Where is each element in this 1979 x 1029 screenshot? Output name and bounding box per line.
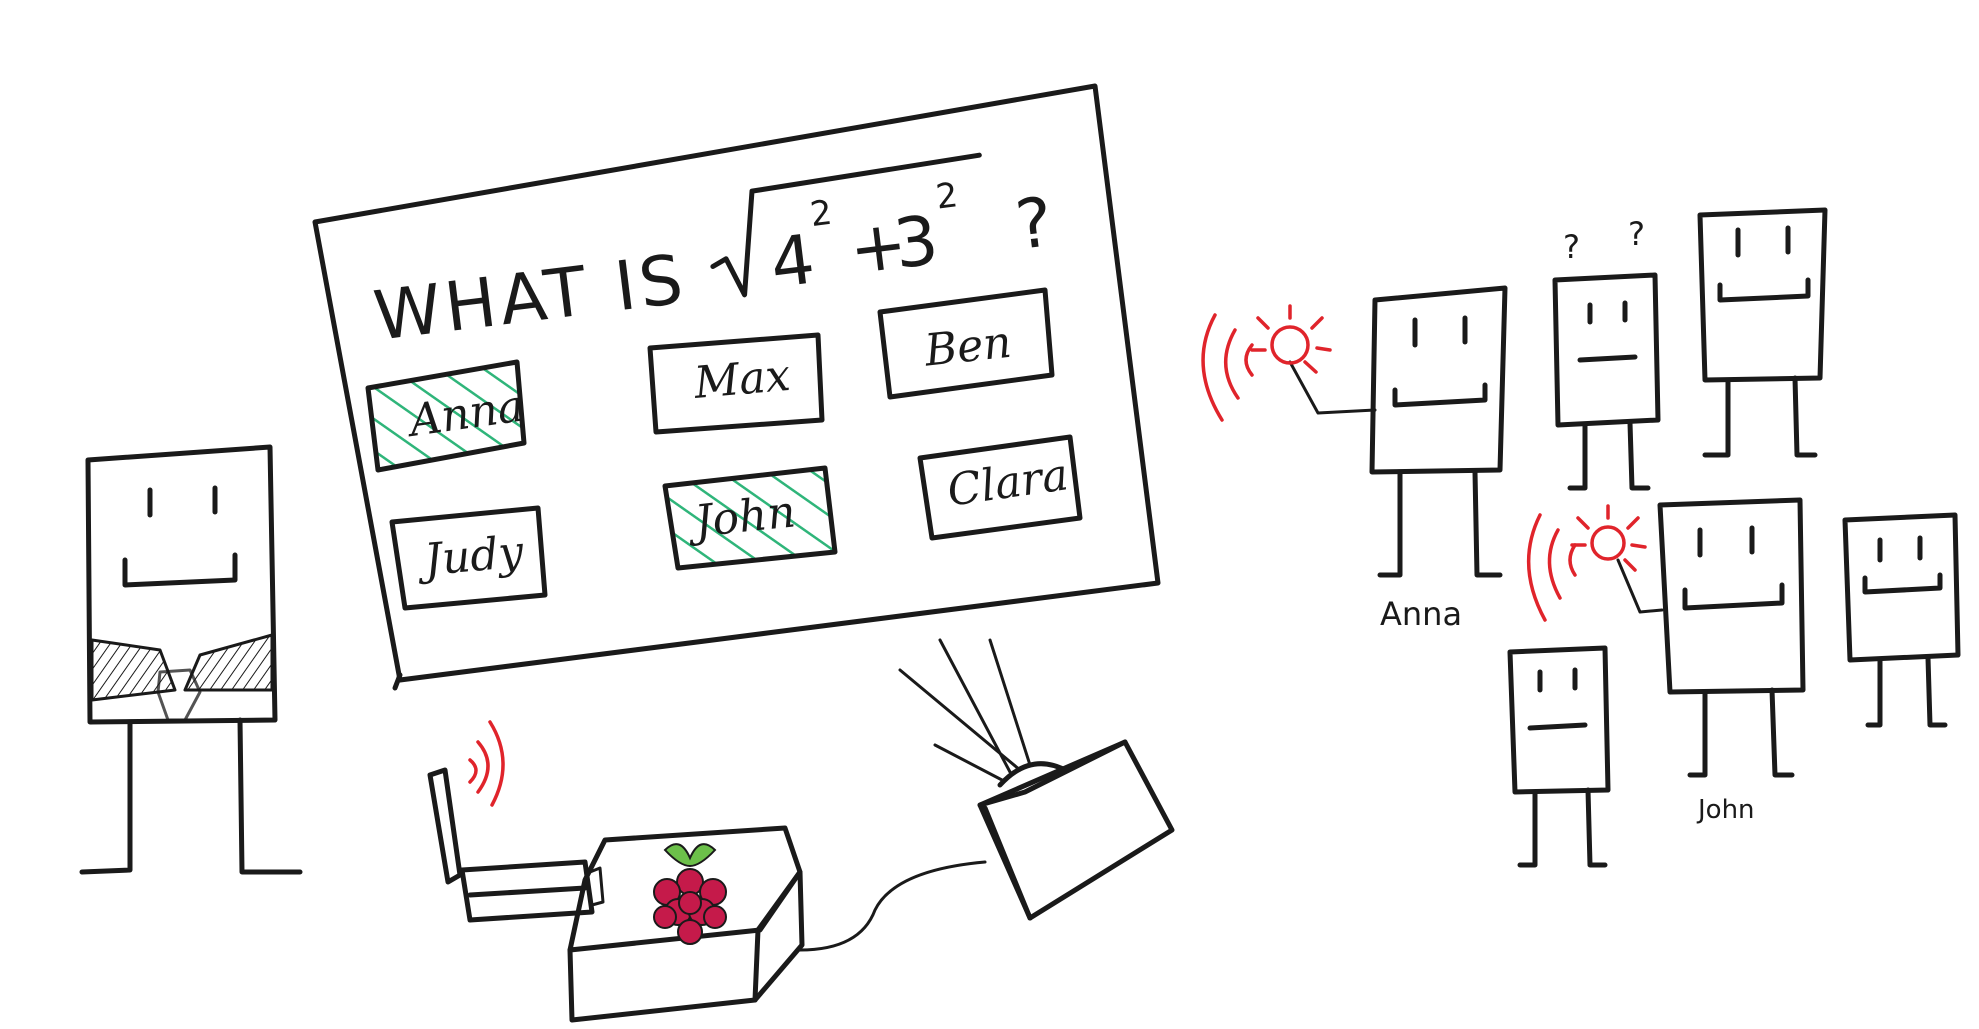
question-prefix: WHAT IS — [370, 240, 691, 357]
contestant-confused: ? ? — [1552, 215, 1661, 491]
contestant-top-right — [1697, 207, 1828, 458]
question-exponent-a: 2 — [808, 193, 834, 235]
quiz-host — [79, 444, 303, 875]
question-text: WHAT IS 4 2 + 3 2 ? — [370, 152, 1061, 357]
answer-label: Ben — [921, 317, 1014, 377]
question-mark: ? — [1011, 183, 1060, 266]
contestant-bottom — [1507, 645, 1611, 868]
answer-anna[interactable]: Anna — [365, 359, 527, 473]
raspberry-pi-icon — [653, 843, 727, 945]
answer-label: John — [684, 486, 798, 548]
answer-label: Max — [691, 350, 792, 409]
answer-label: Clara — [944, 449, 1071, 516]
question-exponent-b: 2 — [934, 175, 960, 217]
projector — [898, 638, 1175, 921]
radio-wave-icon — [468, 758, 478, 784]
answer-ben[interactable]: Ben — [877, 287, 1055, 400]
wifi-dongle — [427, 720, 605, 923]
answer-clara[interactable]: Clara — [917, 434, 1083, 541]
raspberry-pi-board — [567, 825, 987, 1023]
question-base-b: 3 — [890, 201, 947, 285]
answer-max[interactable]: Max — [647, 332, 825, 435]
buzzer-icon — [1270, 325, 1310, 365]
contestant-anna: Anna — [1201, 285, 1508, 633]
john-label: John — [1696, 795, 1755, 825]
question-base-a: 4 — [766, 220, 823, 304]
answer-label: Judy — [414, 526, 526, 586]
buzzer-icon — [1590, 525, 1626, 561]
square-root-icon — [710, 152, 982, 298]
answer-john[interactable]: John — [662, 465, 838, 571]
question-mark-right: ? — [1628, 215, 1645, 253]
contestant-john: John — [1526, 497, 1806, 825]
question-plus: + — [845, 205, 915, 291]
contestant-far-right — [1842, 512, 1961, 728]
anna-label: Anna — [1380, 595, 1462, 633]
quiz-screen: WHAT IS 4 2 + 3 2 ? Anna Max Ben Judy — [312, 83, 1161, 691]
question-mark-left: ? — [1563, 228, 1580, 266]
answer-judy[interactable]: Judy — [389, 505, 548, 611]
